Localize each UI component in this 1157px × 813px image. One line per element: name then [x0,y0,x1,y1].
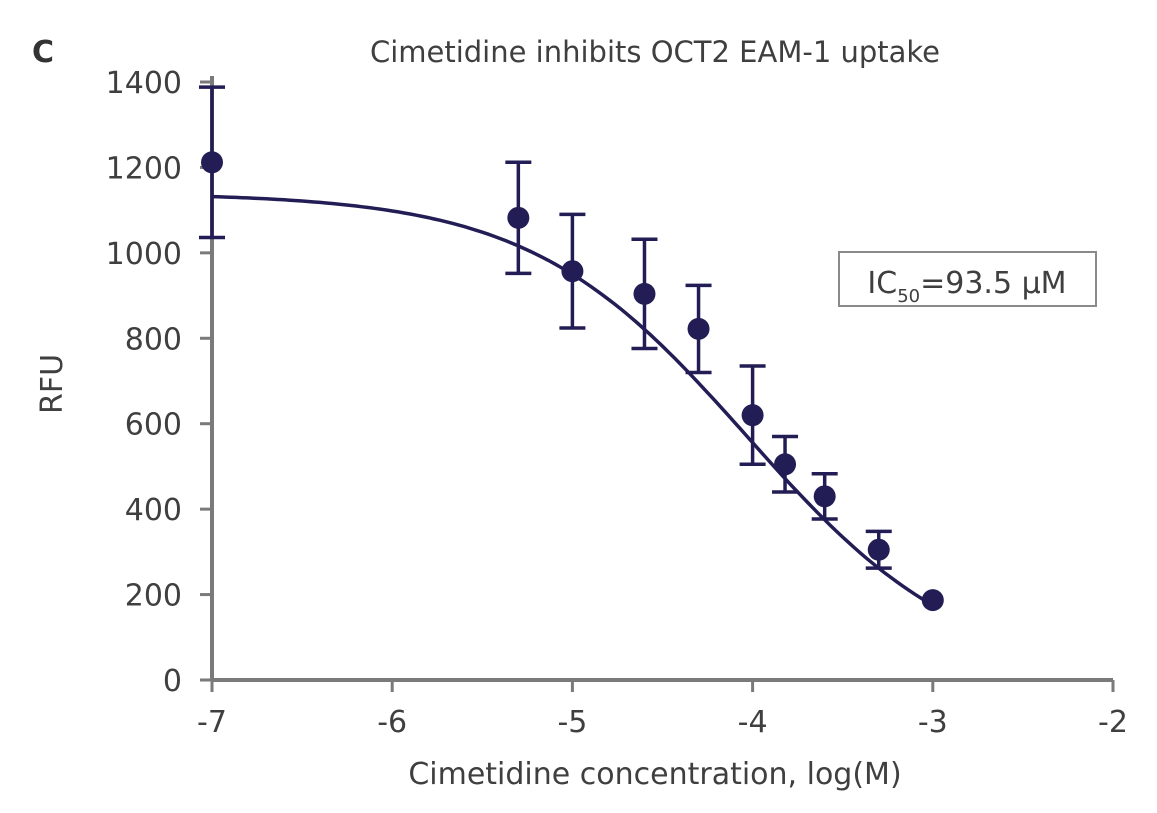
data-point [921,589,944,612]
y-axis-label: RFU [35,354,70,414]
data-point [813,485,836,508]
y-tick-label: 1200 [106,151,182,186]
chart-title: Cimetidine inhibits OCT2 EAM-1 uptake [370,35,940,69]
y-tick-label: 1000 [106,237,182,272]
ic50-suffix: =93.5 μM [920,266,1066,301]
data-point [507,206,530,229]
y-tick-label: 1400 [106,66,182,101]
data-point [201,151,223,174]
error-bars-layer [199,85,892,570]
data-point [633,282,656,305]
x-axis: -7 -6 -5 -4 -3 -2 [197,678,1128,740]
x-tick-label: -5 [557,705,587,740]
data-point [687,317,710,340]
x-axis-label: Cimetidine concentration, log(M) [408,757,901,792]
y-tick-label: 800 [125,322,182,357]
data-point [867,538,890,561]
ic50-annotation: IC50=93.5 μM [838,251,1097,307]
ic50-annotation-text: IC50=93.5 μM [867,266,1066,307]
ic50-subscript: 50 [897,286,920,307]
data-point [774,453,797,476]
data-points-layer [201,151,944,612]
ic50-annotation-box [838,251,1097,307]
y-tick-label: 200 [125,579,182,614]
panel-letter: C [32,35,54,70]
x-tick-label: -6 [377,705,407,740]
x-tick-label: -2 [1098,705,1128,740]
x-tick-label: -3 [918,705,948,740]
x-tick-label: -4 [738,705,768,740]
y-tick-label: 400 [125,493,182,528]
x-tick-label: -7 [197,705,227,740]
data-point [741,404,764,427]
data-point [561,260,584,283]
ic50-prefix: IC [867,266,897,301]
y-tick-label: 0 [163,664,182,699]
y-tick-label: 600 [125,408,182,443]
y-axis: 0 200 400 600 800 1000 1200 1400 [106,66,214,699]
